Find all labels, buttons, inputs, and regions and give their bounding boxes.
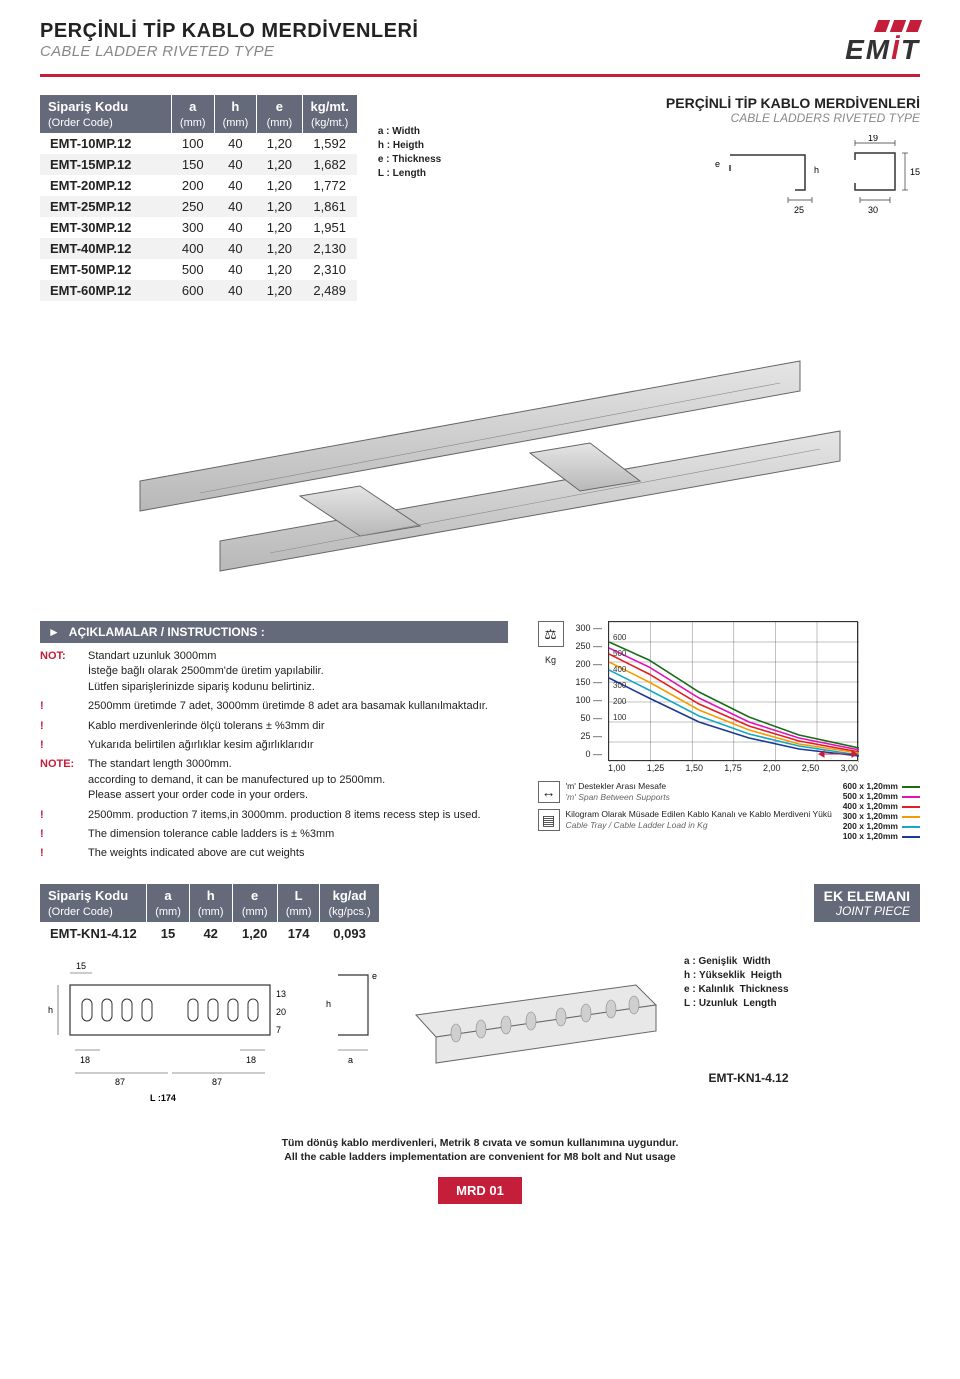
svg-text:500: 500: [613, 649, 627, 658]
svg-text:a: a: [348, 1055, 353, 1065]
instruction-line: !Yukarıda belirtilen ağırlıklar kesim ağ…: [40, 738, 508, 753]
col-kg: kg/mt.(kg/mt.): [302, 95, 357, 133]
col-h: h(mm): [214, 95, 257, 133]
svg-text:300: 300: [613, 681, 627, 690]
joint-side-diagram: e h a: [318, 955, 388, 1080]
svg-text:87: 87: [212, 1077, 222, 1087]
table-row: EMT-50MP.12500401,202,310: [40, 259, 357, 280]
caret-icon: ►: [48, 625, 60, 639]
load-chart: ⚖ Kg 300 —250 —200 —150 —100 —50 —25 —0 …: [538, 621, 921, 841]
joint-3d-diagram: [406, 955, 666, 1080]
dim-30: 30: [868, 205, 878, 215]
title-block: PERÇİNLİ TİP KABLO MERDİVENLERİ CABLE LA…: [40, 20, 419, 60]
dim-25: 25: [794, 205, 804, 215]
table-row: EMT-30MP.12300401,201,951: [40, 217, 357, 238]
svg-text:100: 100: [613, 713, 627, 722]
instruction-line: !The dimension tolerance cable ladders i…: [40, 827, 508, 842]
weight-icon: ⚖: [538, 621, 564, 647]
support-icon: ↔: [538, 781, 560, 803]
title-tr: PERÇİNLİ TİP KABLO MERDİVENLERİ: [40, 20, 419, 43]
page-number-badge: MRD 01: [438, 1177, 522, 1204]
svg-text:400: 400: [613, 665, 627, 674]
table-row: EMT-KN1-4.12 15 42 1,20 174 0,093: [40, 922, 379, 945]
svg-text:L :174: L :174: [150, 1093, 176, 1103]
instruction-line: NOTE:The standart length 3000mm.accordin…: [40, 757, 508, 803]
kg-label: Kg: [538, 655, 564, 665]
joint-heading: EK ELEMANI JOINT PIECE: [814, 884, 920, 922]
svg-text:15: 15: [76, 961, 86, 971]
dim-15: 15: [910, 167, 920, 177]
table-row: EMT-25MP.12250401,201,861: [40, 196, 357, 217]
chart-captions: 'm' Destekler Arası Mesafe 'm' Span Betw…: [566, 781, 832, 841]
dim-e: e: [715, 159, 720, 169]
chart-legend: 600 x 1,20mm500 x 1,20mm400 x 1,20mm300 …: [843, 781, 920, 841]
instructions-block: ► AÇIKLAMALAR / INSTRUCTIONS : NOT:Stand…: [40, 621, 508, 866]
table-main: Sipariş Kodu(Order Code) a(mm) h(mm) e(m…: [40, 95, 358, 301]
ladder-illustration: [40, 321, 920, 601]
logo-accent-icon: [890, 20, 906, 32]
dim-19: 19: [868, 135, 878, 143]
svg-text:e: e: [372, 971, 377, 981]
table-row: EMT-40MP.12400401,202,130: [40, 238, 357, 259]
svg-text:20: 20: [276, 1007, 286, 1017]
svg-text:600: 600: [613, 633, 627, 642]
svg-text:h: h: [48, 1005, 53, 1015]
dim-h: h: [814, 165, 819, 175]
title-en: CABLE LADDER RIVETED TYPE: [40, 43, 419, 60]
joint-code-label: EMT-KN1-4.12: [684, 1071, 789, 1085]
table-joint: Sipariş Kodu(Order Code) a(mm) h(mm) e(m…: [40, 884, 380, 945]
table-row: EMT-20MP.12200401,201,772: [40, 175, 357, 196]
brand-name: EMİT: [845, 34, 920, 66]
col-a: a(mm): [171, 95, 214, 133]
instruction-line: !2500mm. production 7 items,in 3000mm. p…: [40, 808, 508, 823]
dimension-legend: a : Widthh : Heigthe : ThicknessL : Leng…: [378, 125, 441, 301]
load-icon: ▤: [538, 809, 560, 831]
col-code: Sipariş Kodu(Order Code): [40, 95, 171, 133]
logo-accent-icon: [906, 20, 922, 32]
chart-plot: 600 500 400 300 200 100: [608, 621, 858, 761]
footer-note: Tüm dönüş kablo merdivenleri, Metrik 8 c…: [40, 1136, 920, 1165]
table-row: EMT-15MP.12150401,201,682: [40, 154, 357, 175]
joint-legend: a : Genişlik Widthh : Yükseklik Heigthe …: [684, 955, 789, 1011]
svg-text:13: 13: [276, 989, 286, 999]
svg-text:87: 87: [115, 1077, 125, 1087]
brand-logo: EMİT: [845, 20, 920, 66]
chart-y-axis: 300 —250 —200 —150 —100 —50 —25 —0 —: [576, 621, 603, 761]
instruction-line: !The weights indicated above are cut wei…: [40, 846, 508, 861]
joint-front-diagram: 15 h 13 20 7 18 18 87 87 L: [40, 955, 300, 1110]
svg-text:h: h: [326, 999, 331, 1009]
header-rule: [40, 74, 920, 77]
col-e: e(mm): [257, 95, 302, 133]
right-heading: PERÇİNLİ TİP KABLO MERDİVENLERİ CABLE LA…: [666, 95, 920, 301]
instruction-line: !2500mm üretimde 7 adet, 3000mm üretimde…: [40, 699, 508, 714]
table-row: EMT-10MP.12100401,201,592: [40, 133, 357, 154]
svg-text:18: 18: [246, 1055, 256, 1065]
instructions-heading: ► AÇIKLAMALAR / INSTRUCTIONS :: [40, 621, 508, 643]
svg-text:7: 7: [276, 1025, 281, 1035]
page-header: PERÇİNLİ TİP KABLO MERDİVENLERİ CABLE LA…: [40, 20, 920, 66]
chart-x-axis: 1,001,251,501,752,002,503,00: [608, 761, 858, 773]
svg-text:18: 18: [80, 1055, 90, 1065]
table-row: EMT-60MP.12600401,202,489: [40, 280, 357, 301]
logo-accent-icon: [874, 20, 890, 32]
instruction-line: !Kablo merdivenlerinde ölçü tolerans ± %…: [40, 719, 508, 734]
svg-text:200: 200: [613, 697, 627, 706]
instruction-line: NOT:Standart uzunluk 3000mmİsteğe bağlı …: [40, 649, 508, 695]
page-footer: Tüm dönüş kablo merdivenleri, Metrik 8 c…: [40, 1136, 920, 1204]
profile-diagram: e h 25: [666, 135, 920, 230]
